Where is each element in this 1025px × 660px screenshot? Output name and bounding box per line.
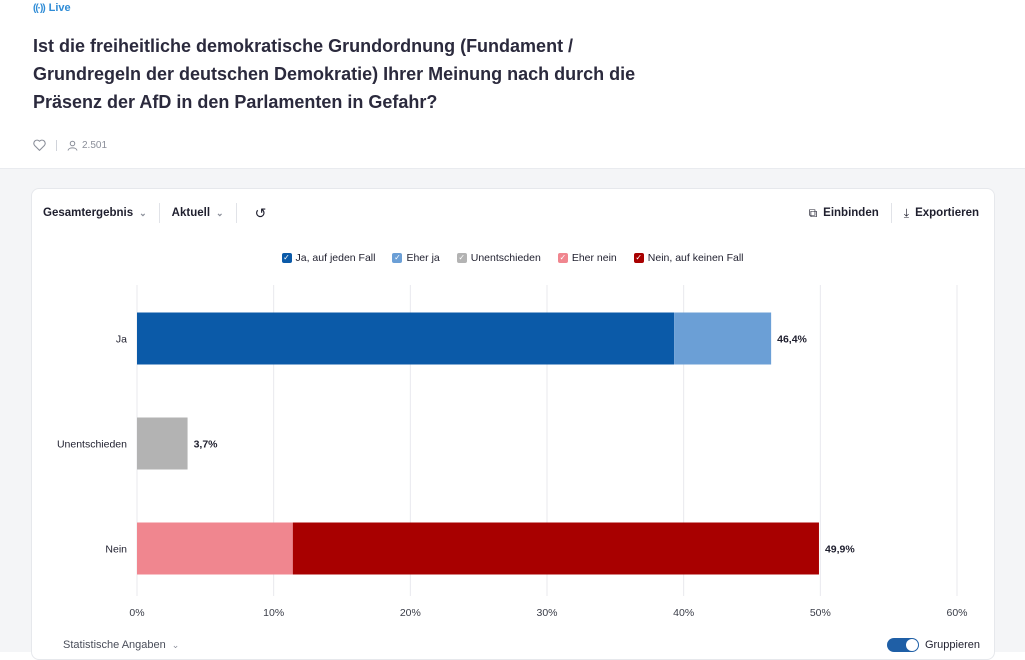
x-tick-label: 10%: [263, 607, 284, 619]
heart-icon[interactable]: [33, 139, 46, 151]
results-card: [31, 188, 995, 660]
x-tick-label: 60%: [946, 607, 967, 619]
legend-label: Eher ja: [406, 252, 440, 264]
legend-label: Eher nein: [571, 252, 617, 264]
bar-segment: [674, 312, 772, 365]
chevron-down-icon: ⌄: [216, 207, 224, 218]
x-tick-label: 30%: [536, 607, 557, 619]
legend-label: Nein, auf keinen Fall: [647, 252, 744, 264]
export-label: Exportieren: [915, 207, 979, 219]
checkbox-icon: ✓: [281, 253, 292, 263]
poll-meta: 2.501: [33, 139, 107, 151]
checkbox-icon: ✓: [557, 253, 568, 263]
group-control: Gruppieren: [886, 638, 980, 652]
bar-segment: [292, 522, 819, 575]
group-label: Gruppieren: [924, 639, 980, 651]
vote-count-value: 2.501: [82, 139, 108, 151]
live-label: Live: [48, 2, 71, 14]
x-tick-label: 0%: [129, 607, 144, 619]
legend-label: Unentschieden: [470, 252, 541, 264]
meta-divider: [56, 139, 57, 151]
x-tick-label: 50%: [810, 607, 831, 619]
legend-item[interactable]: ✓ Nein, auf keinen Fall: [633, 252, 744, 264]
result-type-select[interactable]: Gesamtergebnis ⌄: [43, 207, 147, 219]
checkbox-icon: ✓: [392, 253, 403, 263]
checkbox-icon: ✓: [456, 253, 467, 263]
page-title: Ist die freiheitliche demokratische Grun…: [33, 36, 636, 112]
time-value: Aktuell: [171, 207, 211, 219]
category-label: Ja: [116, 334, 127, 346]
chart-legend: ✓ Ja, auf jeden Fall ✓ Eher ja ✓ Unentsc…: [0, 252, 1025, 264]
statistics-label: Statistische Angaben: [63, 639, 166, 651]
data-label: 46,4%: [777, 334, 807, 346]
group-toggle[interactable]: [886, 638, 919, 652]
question-header: ((·)) Live Ist die freiheitliche demokra…: [0, 0, 1025, 169]
category-label: Unentschieden: [57, 439, 127, 451]
vote-count: 2.501: [67, 140, 107, 151]
embed-label: Einbinden: [823, 207, 879, 219]
legend-item[interactable]: ✓ Unentschieden: [456, 252, 541, 264]
category-label: Nein: [105, 544, 127, 556]
bar-segment: [137, 522, 293, 575]
bar-segment: [137, 417, 188, 470]
embed-icon: ⧉: [808, 205, 818, 220]
chart-actions: ⧉ Einbinden ⤓ Exportieren: [809, 203, 979, 223]
legend-item[interactable]: ✓ Eher ja: [392, 252, 440, 264]
chart-toolbar: Gesamtergebnis ⌄ Aktuell ⌄ ↺: [43, 203, 266, 223]
toggle-knob: [905, 639, 918, 651]
legend-item[interactable]: ✓ Ja, auf jeden Fall: [281, 252, 376, 264]
toolbar-divider: [235, 203, 237, 223]
export-button[interactable]: ⤓ Exportieren: [904, 206, 979, 221]
broadcast-icon: ((·)): [33, 2, 46, 14]
data-label: 49,9%: [825, 544, 855, 556]
actions-divider: [890, 203, 892, 223]
toolbar-divider: [158, 203, 160, 223]
legend-item[interactable]: ✓ Eher nein: [557, 252, 617, 264]
result-type-value: Gesamtergebnis: [43, 207, 134, 219]
checkbox-icon: ✓: [633, 253, 644, 263]
statistics-toggle[interactable]: Statistische Angaben ⌄: [63, 639, 179, 651]
bar-segment: [137, 312, 675, 365]
chevron-down-icon: ⌄: [139, 207, 147, 218]
data-label: 3,7%: [194, 439, 219, 451]
reset-icon[interactable]: ↺: [254, 204, 267, 221]
legend-label: Ja, auf jeden Fall: [295, 252, 376, 264]
live-indicator: ((·)) Live: [33, 2, 71, 14]
chevron-down-icon: ⌄: [171, 639, 180, 650]
time-select[interactable]: Aktuell ⌄: [172, 207, 224, 219]
download-icon: ⤓: [903, 205, 910, 220]
x-tick-label: 20%: [400, 607, 421, 619]
embed-button[interactable]: ⧉ Einbinden: [809, 206, 879, 221]
x-tick-label: 40%: [673, 607, 694, 619]
person-icon: [67, 140, 78, 151]
